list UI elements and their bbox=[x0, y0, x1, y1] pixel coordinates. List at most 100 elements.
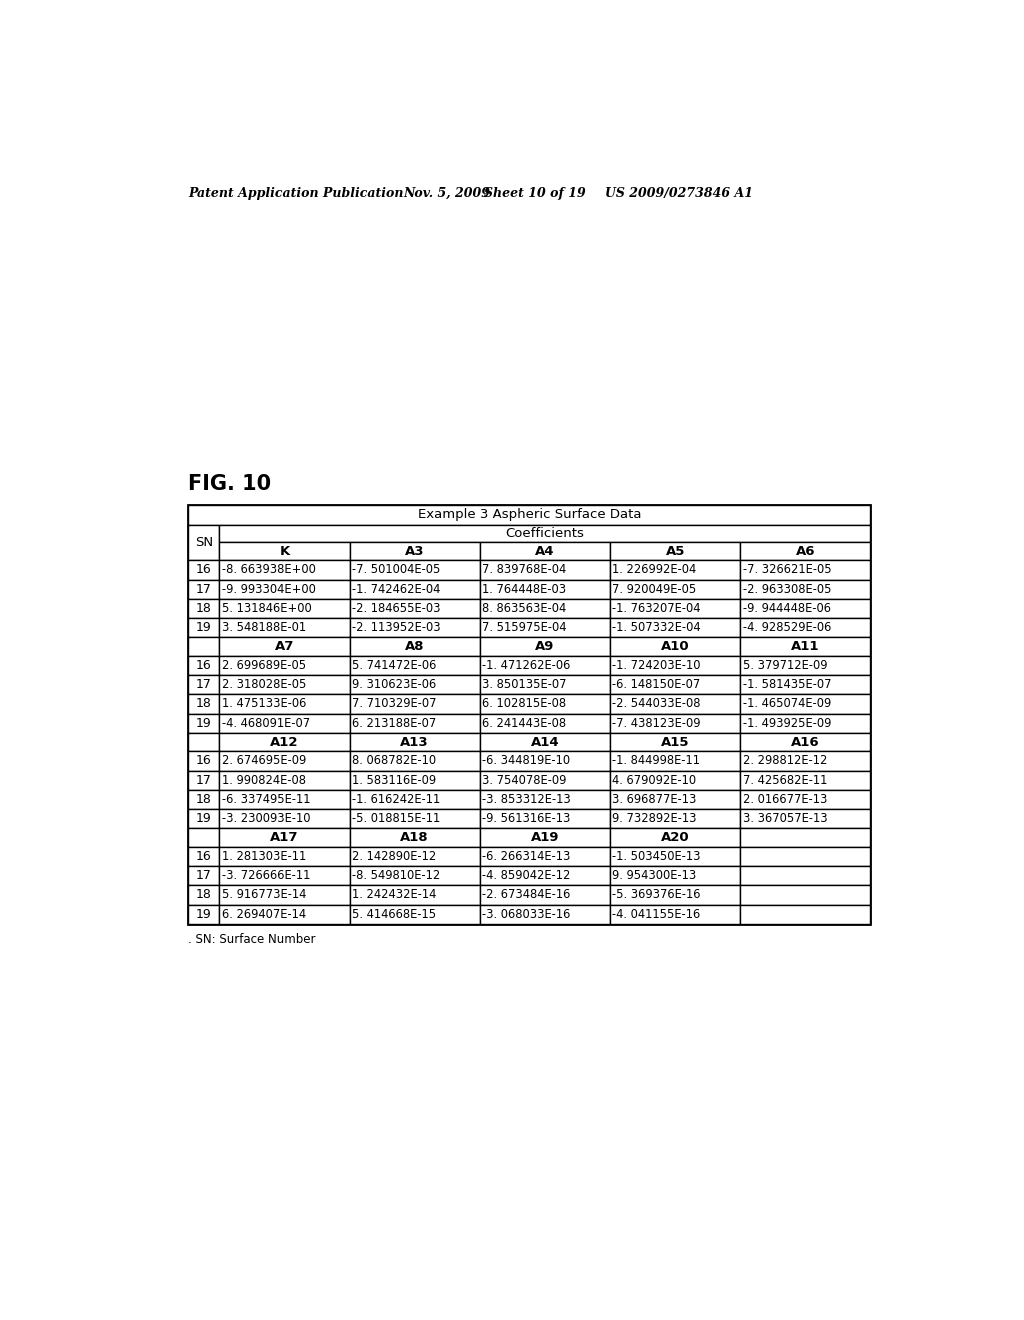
Text: 1. 281303E-11: 1. 281303E-11 bbox=[222, 850, 306, 863]
Bar bbox=[349, 866, 480, 886]
Text: 6. 102815E-08: 6. 102815E-08 bbox=[482, 697, 566, 710]
Bar bbox=[480, 714, 610, 733]
Bar bbox=[480, 694, 610, 714]
Bar bbox=[610, 561, 740, 579]
Bar bbox=[219, 579, 349, 599]
Bar bbox=[740, 904, 870, 924]
Text: -1. 581435E-07: -1. 581435E-07 bbox=[742, 678, 831, 692]
Bar bbox=[219, 561, 349, 579]
Text: -8. 549810E-12: -8. 549810E-12 bbox=[352, 869, 440, 882]
Text: A12: A12 bbox=[270, 735, 299, 748]
Text: A20: A20 bbox=[660, 832, 689, 843]
Text: -3. 068033E-16: -3. 068033E-16 bbox=[482, 908, 570, 920]
Text: 5. 741472E-06: 5. 741472E-06 bbox=[352, 659, 436, 672]
Bar bbox=[219, 829, 349, 847]
Text: A5: A5 bbox=[666, 545, 685, 557]
Text: 16: 16 bbox=[196, 564, 212, 577]
Bar bbox=[219, 638, 349, 656]
Bar bbox=[740, 751, 870, 771]
Text: 5. 414668E-15: 5. 414668E-15 bbox=[352, 908, 436, 920]
Text: A19: A19 bbox=[530, 832, 559, 843]
Bar bbox=[740, 561, 870, 579]
Bar bbox=[610, 733, 740, 751]
Text: A13: A13 bbox=[400, 735, 429, 748]
Text: 1. 583116E-09: 1. 583116E-09 bbox=[352, 774, 436, 787]
Bar bbox=[349, 904, 480, 924]
Bar bbox=[219, 866, 349, 886]
Bar bbox=[610, 829, 740, 847]
Bar bbox=[188, 506, 870, 525]
Bar bbox=[610, 599, 740, 618]
Text: 16: 16 bbox=[196, 850, 212, 863]
Text: A18: A18 bbox=[400, 832, 429, 843]
Text: -1. 493925E-09: -1. 493925E-09 bbox=[742, 717, 830, 730]
Text: -1. 507332E-04: -1. 507332E-04 bbox=[612, 622, 701, 634]
Text: 17: 17 bbox=[196, 582, 212, 595]
Bar bbox=[349, 733, 480, 751]
Bar bbox=[219, 733, 349, 751]
Bar bbox=[610, 618, 740, 638]
Text: -4. 041155E-16: -4. 041155E-16 bbox=[612, 908, 700, 920]
Bar bbox=[480, 866, 610, 886]
Text: -7. 438123E-09: -7. 438123E-09 bbox=[612, 717, 700, 730]
Text: -6. 148150E-07: -6. 148150E-07 bbox=[612, 678, 700, 692]
Bar bbox=[740, 886, 870, 904]
Bar bbox=[610, 771, 740, 789]
Bar bbox=[349, 656, 480, 675]
Text: 16: 16 bbox=[196, 755, 212, 767]
Text: A4: A4 bbox=[536, 545, 555, 557]
Bar bbox=[480, 789, 610, 809]
Text: -2. 184655E-03: -2. 184655E-03 bbox=[352, 602, 440, 615]
Bar bbox=[188, 618, 219, 638]
Bar bbox=[188, 656, 219, 675]
Bar bbox=[349, 714, 480, 733]
Text: 19: 19 bbox=[196, 908, 212, 920]
Text: -1. 465074E-09: -1. 465074E-09 bbox=[742, 697, 830, 710]
Bar bbox=[740, 714, 870, 733]
Bar bbox=[188, 525, 219, 561]
Text: -2. 544033E-08: -2. 544033E-08 bbox=[612, 697, 700, 710]
Bar bbox=[480, 809, 610, 829]
Bar bbox=[219, 694, 349, 714]
Bar bbox=[219, 543, 349, 561]
Bar bbox=[188, 506, 870, 924]
Text: 7. 710329E-07: 7. 710329E-07 bbox=[352, 697, 436, 710]
Bar bbox=[480, 638, 610, 656]
Bar bbox=[188, 714, 219, 733]
Bar bbox=[740, 847, 870, 866]
Text: 1. 475133E-06: 1. 475133E-06 bbox=[222, 697, 306, 710]
Text: 6. 241443E-08: 6. 241443E-08 bbox=[482, 717, 566, 730]
Bar bbox=[349, 809, 480, 829]
Bar bbox=[349, 599, 480, 618]
Bar bbox=[480, 618, 610, 638]
Bar bbox=[610, 751, 740, 771]
Bar bbox=[188, 599, 219, 618]
Text: -4. 468091E-07: -4. 468091E-07 bbox=[222, 717, 310, 730]
Text: . SN: Surface Number: . SN: Surface Number bbox=[188, 933, 316, 946]
Bar bbox=[188, 789, 219, 809]
Bar bbox=[610, 789, 740, 809]
Text: -7. 501004E-05: -7. 501004E-05 bbox=[352, 564, 440, 577]
Text: 7. 515975E-04: 7. 515975E-04 bbox=[482, 622, 566, 634]
Text: K: K bbox=[280, 545, 290, 557]
Bar bbox=[480, 675, 610, 694]
Bar bbox=[480, 599, 610, 618]
Bar bbox=[740, 543, 870, 561]
Bar bbox=[188, 733, 219, 751]
Text: Coefficients: Coefficients bbox=[506, 527, 585, 540]
Text: 16: 16 bbox=[196, 659, 212, 672]
Bar bbox=[188, 751, 219, 771]
Text: 1. 226992E-04: 1. 226992E-04 bbox=[612, 564, 696, 577]
Text: -7. 326621E-05: -7. 326621E-05 bbox=[742, 564, 831, 577]
Text: A7: A7 bbox=[274, 640, 294, 653]
Bar bbox=[349, 618, 480, 638]
Text: -6. 266314E-13: -6. 266314E-13 bbox=[482, 850, 570, 863]
Text: -6. 344819E-10: -6. 344819E-10 bbox=[482, 755, 570, 767]
Text: SN: SN bbox=[195, 536, 213, 549]
Bar bbox=[219, 675, 349, 694]
Bar bbox=[480, 656, 610, 675]
Text: 1. 242432E-14: 1. 242432E-14 bbox=[352, 888, 436, 902]
Text: A9: A9 bbox=[536, 640, 555, 653]
Text: 1. 764448E-03: 1. 764448E-03 bbox=[482, 582, 566, 595]
Text: 2. 016677E-13: 2. 016677E-13 bbox=[742, 793, 827, 807]
